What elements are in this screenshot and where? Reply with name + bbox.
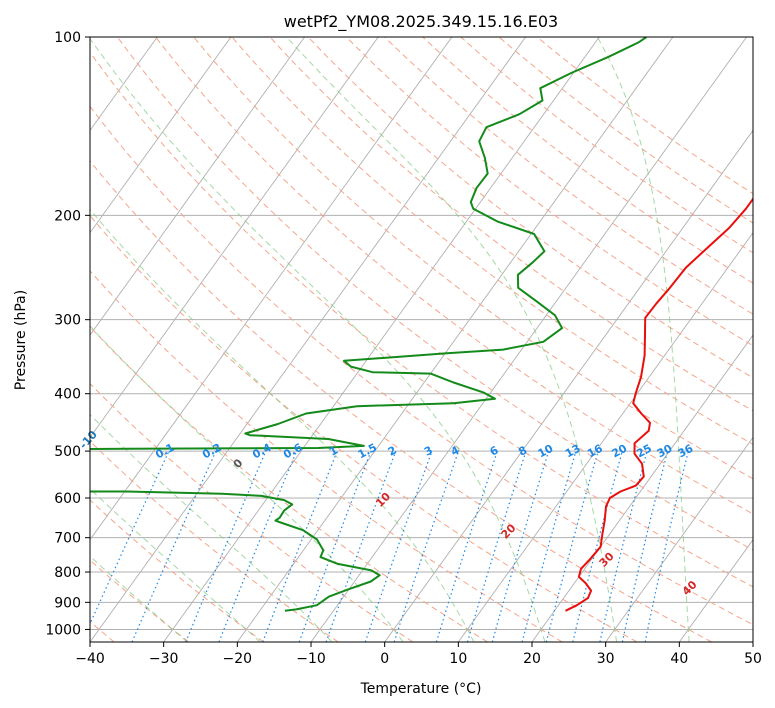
x-tick-label: 10 <box>449 651 467 667</box>
y-tick-label: 800 <box>54 565 81 581</box>
x-tick-label: 50 <box>744 651 762 667</box>
dry-adiabat-line <box>536 37 753 195</box>
moist-adiabat-line <box>90 37 546 642</box>
mixing-ratio-line <box>621 450 669 642</box>
y-axis-title: Pressure (hPa) <box>13 290 29 390</box>
isotherm-line <box>236 37 674 642</box>
x-axis-title: Temperature (°C) <box>360 681 482 697</box>
moist-adiabat-line <box>90 555 188 642</box>
dry-adiabat-line <box>231 37 753 445</box>
isotherm-line <box>384 129 753 642</box>
moist-adiabat-line <box>596 37 690 642</box>
mixing-ratio-line <box>599 450 648 642</box>
mixing-ratio-label: 13 <box>563 442 583 461</box>
mixing-ratio-line <box>218 450 298 642</box>
mixing-ratio-line <box>545 450 599 642</box>
mixing-ratio-line <box>185 450 267 642</box>
isotherm-line <box>90 37 453 541</box>
reference-lines-layer <box>90 37 753 642</box>
mixing-ratio-label: 20 <box>610 442 630 461</box>
mixing-ratio-line <box>90 450 170 626</box>
mixing-ratio-label: 16 <box>585 442 605 461</box>
y-tick-label: 400 <box>54 387 81 403</box>
mixing-ratio-label: 10 <box>536 442 556 461</box>
moist-adiabat-line <box>90 208 475 642</box>
moist-adiabat-line <box>286 37 618 642</box>
dry-adiabat-line <box>90 105 753 626</box>
temperature-profile-line <box>565 197 753 612</box>
y-tick-label: 500 <box>54 444 81 460</box>
dry-adiabat-line <box>90 160 712 642</box>
dewpoint-profile-line <box>90 37 647 612</box>
x-tick-label: 0 <box>380 651 389 667</box>
dry-adiabat-line <box>90 382 414 642</box>
axes-layer: −40 −30 −20 −10 0 10 20 30 40 50 100 200 300 400 500 60… <box>45 30 762 667</box>
mixing-ratio-line <box>644 450 689 642</box>
dry-adiabat-line <box>345 37 753 347</box>
x-tick-label: −20 <box>223 651 253 667</box>
mixing-ratio-line <box>491 450 550 642</box>
x-tick-label: 40 <box>670 651 688 667</box>
mixing-ratio-line <box>466 450 527 642</box>
x-tick-label: −30 <box>149 651 179 667</box>
dry-adiabat-line <box>90 326 488 642</box>
isotherm-line <box>457 231 753 642</box>
dry-adiabat-line <box>155 37 753 515</box>
mixing-ratio-label: 30 <box>655 442 675 461</box>
plot-background <box>90 37 753 642</box>
mixing-ratio-label: 25 <box>634 442 654 461</box>
dry-adiabat-line <box>90 499 264 642</box>
moist-adiabat-line <box>90 325 404 642</box>
dry-adiabat-line <box>90 214 638 642</box>
isotherm-line <box>90 37 526 642</box>
mixing-ratio-line <box>131 450 217 642</box>
isotherm-line <box>678 538 753 642</box>
isotherm-line <box>90 37 305 336</box>
series-layer <box>90 37 753 612</box>
isotherm-line <box>90 37 232 234</box>
dry-adiabat-line <box>460 37 753 254</box>
moist-adiabat-line <box>90 488 261 642</box>
plot-frame <box>89 36 754 643</box>
isotherm-line <box>163 37 600 642</box>
x-tick-label: 20 <box>523 651 541 667</box>
y-tick-label: 600 <box>54 491 81 507</box>
isotherm-line <box>90 37 379 439</box>
y-tick-label: 900 <box>54 595 81 611</box>
dry-adiabat-line <box>498 37 753 224</box>
mixing-ratio-line <box>393 450 460 642</box>
mixing-ratio-line <box>572 450 623 642</box>
mixing-ratio-label: 36 <box>676 442 696 461</box>
x-tick-label: −40 <box>75 651 105 667</box>
x-tick-label: −10 <box>296 651 326 667</box>
y-tick-label: 1000 <box>45 622 81 638</box>
dry-adiabat-line <box>116 37 753 551</box>
isotherm-line <box>605 436 753 642</box>
mixing-ratio-line <box>435 450 498 642</box>
chart-title: wetPf2_YM08.2025.349.15.16.E03 <box>284 12 558 32</box>
y-tick-label: 700 <box>54 531 81 547</box>
x-tick-label: 30 <box>597 651 615 667</box>
y-tick-label: 100 <box>54 30 81 46</box>
y-tick-label: 300 <box>54 313 81 329</box>
mixing-ratio-line <box>521 450 577 642</box>
dry-adiabat-line <box>269 37 753 412</box>
dry-adiabat-line <box>193 37 753 480</box>
dry-adiabat-line <box>307 37 753 379</box>
dry-adiabat-line <box>90 51 753 588</box>
y-tick-label: 200 <box>54 208 81 224</box>
isotherm-line <box>531 334 753 642</box>
